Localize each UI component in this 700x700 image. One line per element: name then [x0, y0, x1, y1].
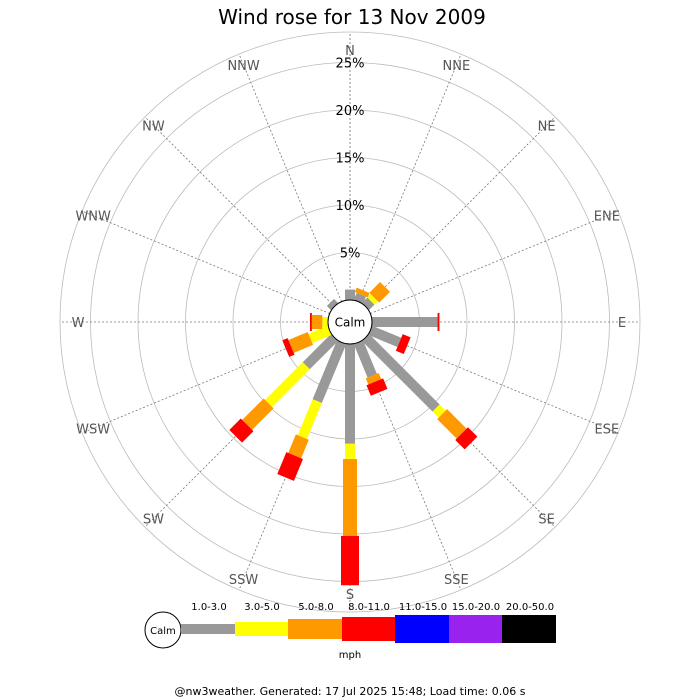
- grid-ring-outer: [59, 31, 641, 613]
- legend-swatch-3: [342, 617, 395, 641]
- bar-se-bin-2: [437, 409, 467, 439]
- legend: Calm 1.0-3.0 3.0-5.0 5.0-8.0 8.0-11.0 11.0-1…: [144, 602, 556, 661]
- direction-label-nne: NNE: [443, 59, 471, 74]
- bar-sw-bin-0: [302, 334, 338, 370]
- legend-label-1: 3.0-5.0: [244, 602, 279, 613]
- wind-bars: [229, 282, 478, 586]
- legend-swatch-4: [395, 615, 449, 643]
- bar-sse-bin-3: [366, 378, 388, 396]
- radial-tick-label: 5%: [340, 247, 361, 262]
- legend-label-6: 20.0-50.0: [506, 602, 554, 613]
- direction-label-w: W: [72, 316, 85, 331]
- direction-label-wsw: WSW: [76, 422, 110, 437]
- bar-sw-bin-3: [229, 418, 254, 443]
- direction-label-n: N: [345, 44, 355, 59]
- bar-nw-bin-0: [326, 298, 338, 310]
- direction-label-nnw: NNW: [227, 59, 259, 74]
- bar-wsw-bin-2: [288, 331, 314, 353]
- radial-tick-label: 25%: [336, 57, 365, 72]
- legend-items: 1.0-3.0 3.0-5.0 5.0-8.0 8.0-11.0 11.0-15.0 15…: [181, 602, 556, 643]
- bar-sw-bin-1: [265, 362, 310, 407]
- direction-label-wnw: WNW: [75, 210, 111, 225]
- legend-swatch-1: [235, 622, 288, 636]
- footer-text: @nw3weather. Generated: 17 Jul 2025 15:4…: [175, 685, 526, 698]
- spoke-ne: [365, 116, 556, 307]
- spoke-ese: [370, 330, 619, 434]
- direction-label-e: E: [618, 316, 626, 331]
- direction-label-nw: NW: [142, 119, 165, 134]
- direction-label-s: S: [346, 588, 354, 603]
- spoke-nne: [358, 53, 462, 302]
- legend-label-3: 8.0-11.0: [348, 602, 390, 613]
- calm-center: Calm: [327, 299, 373, 345]
- bar-se-bin-3: [455, 427, 478, 450]
- bar-ssw-bin-1: [297, 399, 322, 440]
- bar-ese-bin-0: [368, 325, 402, 348]
- legend-label-2: 5.0-8.0: [298, 602, 333, 613]
- spoke-nw: [144, 116, 335, 307]
- bar-ssw-bin-3: [277, 452, 303, 481]
- bar-ne-bin-1: [367, 294, 378, 305]
- direction-labels: N NNE NE ENE E ESE SE SSE S SSW SW WSW W WNW NW NNW: [72, 44, 627, 603]
- bar-ssw-bin-2: [288, 434, 309, 459]
- bar-nne-bin-0: [353, 292, 366, 304]
- legend-calm-label: Calm: [150, 626, 176, 637]
- spoke-wnw: [81, 210, 330, 314]
- bar-nne-bin-2: [354, 287, 370, 298]
- legend-swatch-6: [502, 615, 556, 643]
- bar-ssw-bin-0: [312, 340, 347, 404]
- radial-tick-label: 15%: [336, 152, 365, 167]
- bar-sw-bin-2: [242, 398, 274, 430]
- legend-label-4: 11.0-15.0: [399, 602, 447, 613]
- legend-swatch-2: [288, 619, 342, 639]
- direction-label-se: SE: [538, 513, 554, 528]
- legend-label-5: 15.0-20.0: [452, 602, 500, 613]
- bar-wsw-bin-3: [282, 338, 295, 357]
- radial-tick-labels: 5% 10% 15% 20% 25%: [336, 57, 365, 262]
- legend-swatch-5: [449, 615, 502, 643]
- chart-title: Wind rose for 13 Nov 2009: [218, 5, 486, 29]
- bar-se-bin-0: [362, 334, 440, 412]
- bar-wsw-bin-1: [308, 325, 332, 344]
- bar-ne-bin-0: [362, 297, 375, 310]
- bar-ne-bin-2: [369, 282, 390, 303]
- legend-unit: mph: [339, 650, 361, 661]
- bar-ese-bin-3: [395, 334, 411, 355]
- spoke-ene: [370, 210, 619, 314]
- radial-tick-label: 20%: [336, 104, 365, 119]
- direction-label-ne: NE: [538, 119, 556, 134]
- bar-se-bin-1: [432, 404, 446, 418]
- radial-tick-label: 10%: [336, 199, 365, 214]
- legend-swatch-0: [181, 624, 235, 634]
- direction-label-ssw: SSW: [229, 573, 259, 588]
- direction-label-sse: SSE: [444, 573, 469, 588]
- bar-sse-bin-2: [365, 372, 382, 385]
- spoke-nnw: [238, 53, 342, 302]
- direction-label-ese: ESE: [594, 422, 619, 437]
- legend-label-0: 1.0-3.0: [191, 602, 226, 613]
- direction-label-sw: SW: [143, 513, 164, 528]
- bar-sse-bin-0: [353, 340, 377, 378]
- calm-circle: [327, 299, 373, 345]
- direction-label-ene: ENE: [594, 210, 620, 225]
- calm-label: Calm: [335, 316, 366, 330]
